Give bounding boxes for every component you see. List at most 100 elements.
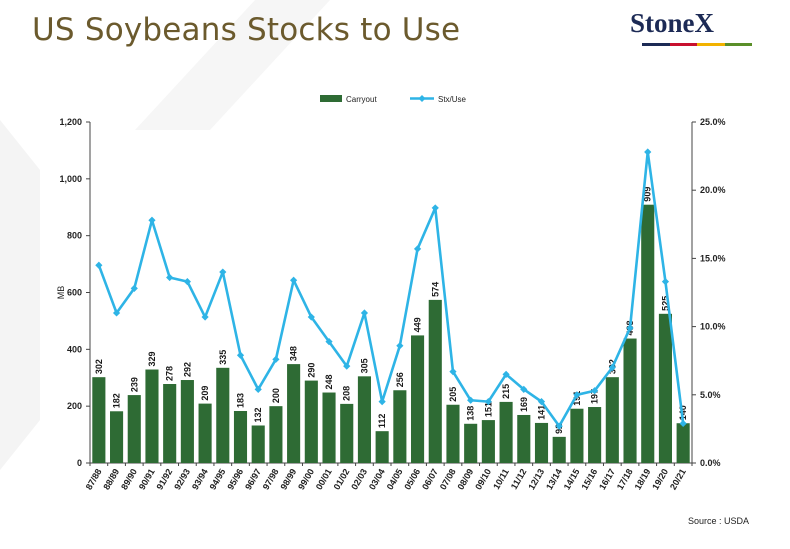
chart-legend: Carryout Stx/Use (320, 95, 467, 104)
x-tick-label: 98/99 (278, 467, 298, 492)
y-left-tick-label: 400 (67, 344, 82, 354)
x-tick-label: 93/94 (190, 467, 210, 492)
carryout-data-label: 449 (413, 317, 423, 332)
carryout-bar (304, 380, 318, 463)
stx-use-point (272, 355, 280, 363)
stx-use-point (325, 338, 333, 346)
carryout-data-label: 182 (112, 393, 122, 408)
y-left-tick-label: 0 (77, 458, 82, 468)
y-right-tick-label: 25.0% (700, 117, 726, 127)
x-tick-label: 95/96 (225, 467, 245, 492)
stx-use-point (201, 313, 209, 321)
stx-use-point (112, 309, 121, 317)
carryout-data-label: 140 (678, 405, 688, 420)
carryout-bar (269, 406, 283, 463)
y-right-tick-label: 0.0% (700, 458, 721, 468)
x-tick-label: 88/89 (101, 467, 121, 492)
page-title: US Soybeans Stocks to Use (32, 12, 461, 48)
stx-use-point (626, 324, 634, 332)
x-tick-label: 18/19 (633, 467, 653, 492)
carryout-data-label: 200 (271, 388, 281, 403)
stx-use-point (661, 277, 670, 286)
y-left-tick-label: 1,000 (59, 174, 82, 184)
carryout-data-label: 209 (200, 386, 210, 401)
logo-text: StoneX (630, 8, 715, 38)
y-axis-label: MB (56, 286, 66, 300)
x-tick-label: 19/20 (650, 467, 670, 492)
x-tick-label: 16/17 (597, 467, 617, 492)
x-tick-label: 10/11 (491, 467, 511, 491)
x-tick-label: 17/18 (615, 467, 635, 492)
stx-use-point (555, 422, 563, 430)
stx-use-point (396, 342, 404, 350)
carryout-data-label: 138 (466, 406, 476, 421)
logo-color-bars (642, 43, 752, 46)
stx-use-point (130, 284, 138, 293)
x-tick-label: 13/14 (544, 467, 564, 492)
stx-use-point (484, 398, 492, 406)
stx-use-point (219, 268, 227, 276)
carryout-data-label: 909 (643, 187, 653, 202)
carryout-bar (127, 395, 141, 463)
carryout-bar (605, 377, 619, 463)
y-right-tick-label: 20.0% (700, 185, 726, 195)
x-tick-label: 96/97 (243, 467, 263, 492)
x-tick-label: 14/15 (562, 467, 582, 492)
carryout-bar (198, 403, 212, 463)
stx-use-point (378, 398, 386, 406)
carryout-data-label: 205 (448, 387, 458, 402)
carryout-bar (499, 401, 513, 463)
carryout-data-label: 335 (218, 350, 228, 365)
stx-use-point (343, 362, 351, 370)
y-left-tick-label: 1,200 (59, 117, 82, 127)
carryout-bar (180, 380, 194, 463)
x-tick-label: 04/05 (385, 467, 405, 492)
legend-swatch-carryout (320, 95, 342, 102)
y-right-tick-label: 5.0% (700, 390, 721, 400)
carryout-bar (357, 376, 371, 463)
stx-use-point (307, 313, 315, 321)
x-tick-label: 07/08 (438, 467, 458, 492)
x-tick-label: 87/88 (84, 467, 104, 492)
carryout-data-label: 151 (483, 402, 493, 417)
stx-use-point (290, 276, 298, 284)
x-tick-label: 20/21 (668, 467, 688, 492)
carryout-bar (216, 367, 230, 463)
carryout-data-label: 183 (236, 393, 246, 408)
carryout-bar (340, 403, 354, 463)
stx-use-point (467, 396, 475, 404)
x-tick-label: 00/01 (314, 467, 334, 492)
carryout-data-label: 248 (324, 374, 334, 389)
stx-use-point (679, 419, 687, 428)
x-tick-label: 91/92 (154, 467, 174, 492)
x-tick-label: 94/95 (208, 467, 228, 492)
x-tick-label: 08/09 (455, 467, 475, 492)
stx-use-point (254, 385, 262, 393)
carryout-bar (588, 407, 602, 463)
legend-label-stx-use: Stx/Use (438, 95, 467, 104)
x-tick-label: 03/04 (367, 467, 387, 492)
carryout-bar (623, 338, 637, 463)
y-left-tick-label: 800 (67, 231, 82, 241)
carryout-bar (676, 423, 690, 463)
carryout-bar (428, 299, 442, 463)
x-tick-label: 09/10 (473, 467, 493, 492)
stx-use-point (431, 204, 439, 212)
carryout-data-label: 215 (501, 384, 511, 399)
carryout-bar (570, 408, 584, 463)
stx-use-point (591, 387, 599, 395)
carryout-bar (446, 404, 460, 463)
y-right-tick-label: 15.0% (700, 253, 726, 263)
stx-use-point (537, 398, 546, 406)
stx-use-point (413, 245, 422, 253)
x-tick-label: 06/07 (420, 467, 440, 492)
carryout-bar (287, 364, 301, 463)
legend-label-carryout: Carryout (346, 95, 377, 104)
y-right-tick-label: 10.0% (700, 322, 726, 332)
x-tick-label: 92/93 (172, 467, 192, 492)
stx-use-point (360, 309, 369, 317)
stx-use-point (166, 273, 174, 282)
carryout-data-label: 256 (395, 372, 405, 387)
carryout-data-label: 348 (289, 346, 299, 361)
